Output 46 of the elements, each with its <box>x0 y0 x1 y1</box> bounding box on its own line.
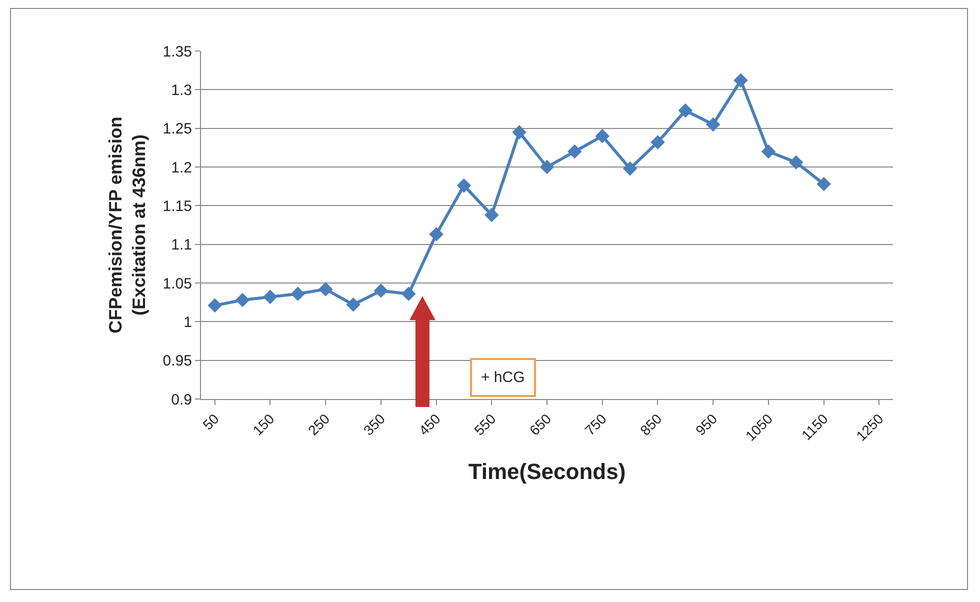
point <box>540 160 554 174</box>
point <box>235 292 250 308</box>
point <box>512 125 526 140</box>
y-tick-label: 1 <box>184 314 192 331</box>
point <box>346 298 360 312</box>
y-axis-title: CFPemision/YFP emision (Excitation at 436nm) <box>106 116 149 334</box>
x-axis-title: Time(Seconds) <box>468 458 626 484</box>
x-tick-label: 750 <box>582 410 610 438</box>
x-tick-label: 350 <box>360 410 388 438</box>
x-tick-label: 50 <box>200 410 222 433</box>
point <box>263 290 278 304</box>
y-tick-label: 1.3 <box>171 82 192 99</box>
y-tick-label: 1.1 <box>171 236 192 254</box>
point <box>816 176 831 192</box>
y-tick-label: 1.15 <box>162 198 192 215</box>
point <box>568 144 582 159</box>
point <box>595 128 610 144</box>
point <box>318 282 333 296</box>
x-tick-label: 950 <box>692 410 720 438</box>
y-tick-label: 1.2 <box>171 159 192 176</box>
point <box>290 286 306 301</box>
point <box>484 208 499 222</box>
y-tick-label: 1.25 <box>162 120 192 138</box>
point <box>622 161 638 176</box>
point <box>678 103 693 118</box>
x-tick-label: 650 <box>526 410 554 438</box>
point <box>734 73 748 88</box>
point <box>788 155 804 170</box>
point <box>650 135 665 150</box>
x-tick-label: 850 <box>636 410 665 438</box>
x-tick-label: 550 <box>470 410 499 438</box>
point <box>429 227 444 242</box>
y-tick-label: 1.35 <box>162 43 192 60</box>
point <box>456 178 472 193</box>
annotation: + hCG <box>481 369 525 386</box>
x-tick-label: 450 <box>416 410 444 438</box>
y-tick-label: 0.9 <box>171 391 192 408</box>
point <box>208 298 222 313</box>
point <box>401 286 416 301</box>
point <box>374 284 388 298</box>
point <box>706 117 720 132</box>
y-tick-label: 0.95 <box>162 352 192 370</box>
x-tick-label: 250 <box>304 410 333 438</box>
point <box>761 144 776 159</box>
x-tick-label: 150 <box>249 410 278 438</box>
y-tick-label: 1.05 <box>162 275 192 292</box>
